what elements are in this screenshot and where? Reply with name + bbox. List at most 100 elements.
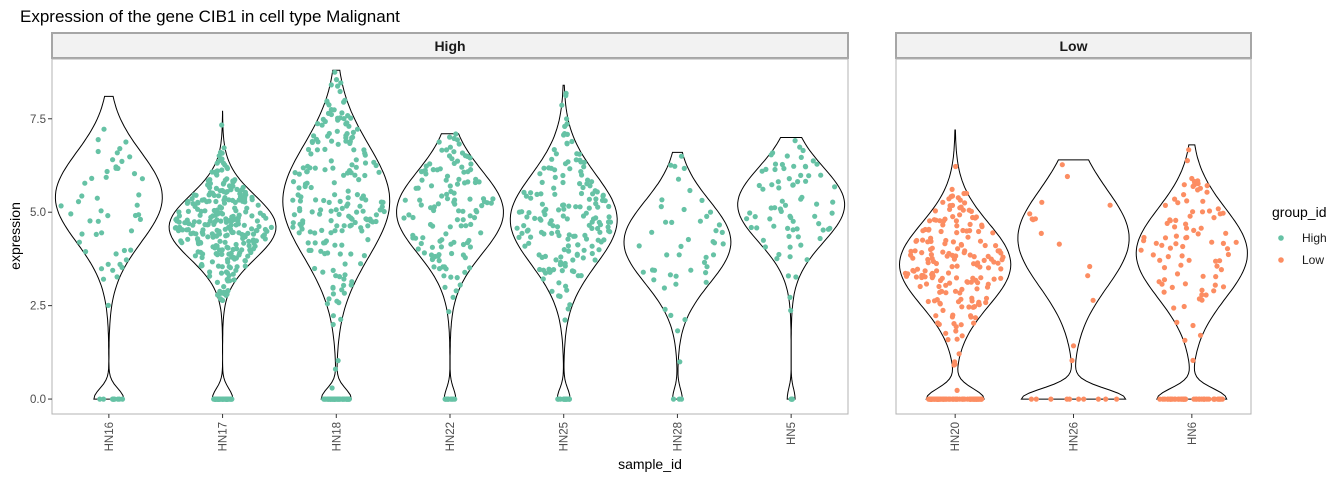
data-point xyxy=(214,279,220,285)
data-point xyxy=(582,232,588,238)
data-point xyxy=(205,234,211,240)
data-point xyxy=(223,292,229,298)
data-point xyxy=(321,197,327,204)
data-point xyxy=(1172,196,1178,202)
data-point xyxy=(699,197,705,203)
data-point xyxy=(1211,215,1217,221)
data-point xyxy=(300,165,306,171)
data-point xyxy=(949,314,956,320)
data-point xyxy=(985,265,992,271)
data-point xyxy=(566,203,572,209)
data-point xyxy=(83,249,89,255)
violin-hn26: HN26 xyxy=(1017,159,1130,451)
data-point xyxy=(957,205,963,211)
data-point xyxy=(1056,241,1062,247)
data-point xyxy=(586,205,592,211)
data-point xyxy=(793,274,799,280)
data-point xyxy=(1181,182,1187,188)
x-tick-label: HN25 xyxy=(559,422,571,451)
data-point xyxy=(224,270,230,276)
data-point xyxy=(430,223,436,229)
data-point xyxy=(1162,396,1168,402)
data-point xyxy=(993,243,999,249)
data-point xyxy=(756,182,762,189)
data-point xyxy=(262,236,268,242)
data-point xyxy=(332,366,339,372)
data-point xyxy=(816,221,822,227)
data-point xyxy=(333,207,339,213)
data-point xyxy=(954,336,960,342)
data-point xyxy=(830,199,836,205)
data-point xyxy=(368,218,374,224)
data-point xyxy=(376,169,382,175)
data-point xyxy=(1159,242,1165,248)
data-point xyxy=(675,328,681,334)
data-point xyxy=(919,250,925,256)
data-point xyxy=(662,306,668,312)
data-point xyxy=(1161,289,1167,295)
data-point xyxy=(1167,218,1173,224)
data-point xyxy=(983,295,990,301)
data-point xyxy=(953,275,960,281)
point-group xyxy=(1138,147,1239,402)
data-point xyxy=(324,301,330,307)
data-point xyxy=(454,275,460,281)
data-point xyxy=(354,126,361,132)
violin-outline xyxy=(54,95,163,400)
data-point xyxy=(345,201,351,207)
data-point xyxy=(431,207,437,214)
data-point xyxy=(342,272,348,278)
data-point xyxy=(58,203,64,209)
violin-outline xyxy=(168,110,277,400)
data-point xyxy=(308,247,314,253)
data-point xyxy=(352,219,358,226)
data-point xyxy=(312,265,318,272)
data-point xyxy=(214,217,220,223)
data-point xyxy=(328,230,334,236)
data-point xyxy=(781,165,787,172)
data-point xyxy=(1085,273,1091,279)
data-point xyxy=(1173,217,1179,223)
point-group xyxy=(1027,162,1120,402)
data-point xyxy=(172,225,178,231)
data-point xyxy=(365,223,371,229)
data-point xyxy=(345,195,351,201)
data-point xyxy=(1179,253,1185,259)
data-point xyxy=(490,196,496,202)
data-point xyxy=(359,228,365,234)
data-point xyxy=(308,184,314,191)
data-point xyxy=(467,265,473,271)
data-point xyxy=(357,203,363,209)
data-point xyxy=(664,252,670,258)
data-point xyxy=(1217,258,1223,264)
strip-background xyxy=(51,32,849,59)
data-point xyxy=(791,163,797,169)
data-point xyxy=(434,167,440,173)
data-point xyxy=(338,80,344,86)
data-point xyxy=(752,214,758,220)
data-point xyxy=(79,193,85,199)
data-point xyxy=(940,249,946,255)
data-point xyxy=(560,179,566,186)
data-point xyxy=(488,200,494,206)
data-point xyxy=(401,215,407,221)
data-point xyxy=(1184,198,1190,204)
data-point xyxy=(365,237,371,243)
data-point xyxy=(767,216,773,222)
data-point xyxy=(430,167,436,173)
data-point xyxy=(458,223,464,229)
data-point xyxy=(959,304,965,310)
data-point xyxy=(242,189,248,195)
data-point xyxy=(966,304,972,310)
data-point xyxy=(569,268,576,274)
data-point xyxy=(959,286,965,292)
data-point xyxy=(200,227,206,233)
violin-outline xyxy=(898,129,1012,400)
data-point xyxy=(707,209,714,215)
data-point xyxy=(121,247,127,254)
data-point xyxy=(309,138,315,145)
data-point xyxy=(574,251,580,257)
data-point xyxy=(814,201,820,207)
data-point xyxy=(192,253,198,259)
data-point xyxy=(110,157,116,163)
